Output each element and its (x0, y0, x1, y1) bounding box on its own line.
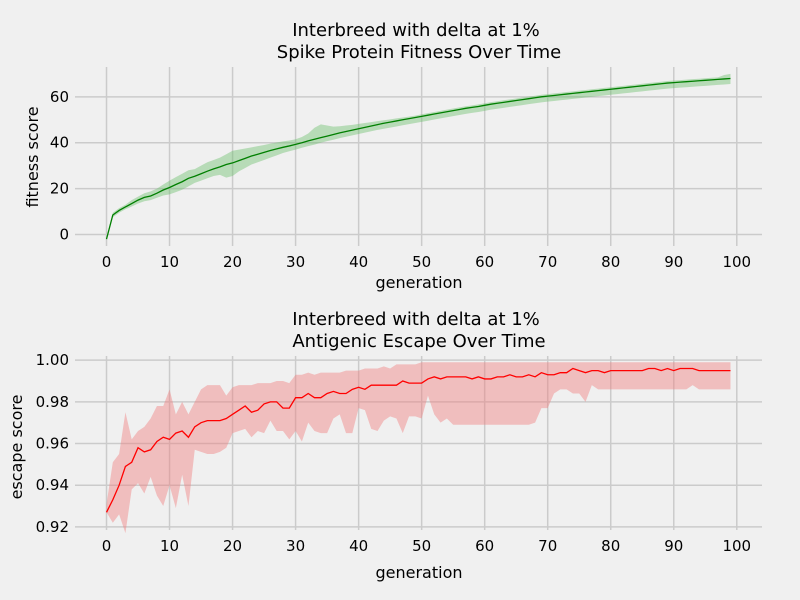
fitness-x-tick-label: 50 (412, 253, 431, 271)
fitness-x-tick-label: 100 (722, 253, 751, 271)
fitness-y-axis-label: fitness score (23, 106, 42, 207)
escape-grid (75, 356, 762, 530)
fitness-x-tick-label: 70 (538, 253, 557, 271)
fitness-chart-title-line2: Spike Protein Fitness Over Time (277, 42, 561, 63)
fitness-chart: 0 10 20 30 40 50 60 70 80 90 100 0 20 40 60 Interbreed… (23, 20, 762, 292)
escape-x-tick-label: 100 (722, 537, 751, 555)
fitness-y-tick-label: 0 (59, 226, 69, 244)
escape-mean-line (105, 367, 731, 513)
fitness-x-tick-label: 40 (349, 253, 368, 271)
fitness-y-tick-label: 60 (50, 88, 69, 106)
escape-x-tick-label: 10 (160, 537, 179, 555)
fitness-tick-labels: 0 10 20 30 40 50 60 70 80 90 100 0 20 40 60 (50, 88, 751, 271)
escape-y-axis-label: escape score (7, 395, 26, 500)
escape-x-tick-label: 30 (286, 537, 305, 555)
fitness-confidence-band (106, 73, 731, 240)
escape-y-tick-label: 0.92 (36, 518, 69, 536)
fitness-chart-title-line1: Interbreed with delta at 1% (292, 20, 540, 41)
escape-chart: 0 10 20 30 40 50 60 70 80 90 100 0.92 0.94 0.96 0.98 1.… (7, 309, 762, 582)
fitness-x-axis-label: generation (375, 273, 462, 292)
escape-y-tick-label: 0.96 (36, 435, 69, 453)
escape-chart-title-line2: Antigenic Escape Over Time (292, 331, 545, 352)
escape-x-tick-label: 70 (538, 537, 557, 555)
escape-y-tick-label: 0.98 (36, 393, 69, 411)
fitness-x-tick-label: 30 (286, 253, 305, 271)
escape-x-tick-label: 90 (664, 537, 683, 555)
fitness-x-tick-label: 90 (664, 253, 683, 271)
fitness-x-tick-label: 0 (102, 253, 112, 271)
escape-x-tick-label: 80 (601, 537, 620, 555)
escape-x-tick-label: 0 (102, 537, 112, 555)
escape-y-tick-label: 1.00 (36, 351, 69, 369)
escape-x-tick-label: 60 (475, 537, 494, 555)
fitness-x-tick-label: 80 (601, 253, 620, 271)
escape-chart-title-line1: Interbreed with delta at 1% (292, 309, 540, 330)
fitness-x-tick-label: 20 (223, 253, 242, 271)
fitness-x-tick-label: 10 (160, 253, 179, 271)
escape-x-tick-label: 40 (349, 537, 368, 555)
escape-x-tick-label: 50 (412, 537, 431, 555)
fitness-y-tick-label: 20 (50, 180, 69, 198)
fitness-x-tick-label: 60 (475, 253, 494, 271)
escape-y-tick-label: 0.94 (36, 476, 69, 494)
escape-tick-labels: 0 10 20 30 40 50 60 70 80 90 100 0.92 0.94 0.96 0.98 1.… (36, 351, 752, 555)
escape-x-tick-label: 20 (223, 537, 242, 555)
fitness-y-tick-label: 40 (50, 134, 69, 152)
fitness-grid (75, 67, 762, 246)
escape-x-axis-label: generation (375, 563, 462, 582)
fitness-mean-line (105, 77, 731, 240)
